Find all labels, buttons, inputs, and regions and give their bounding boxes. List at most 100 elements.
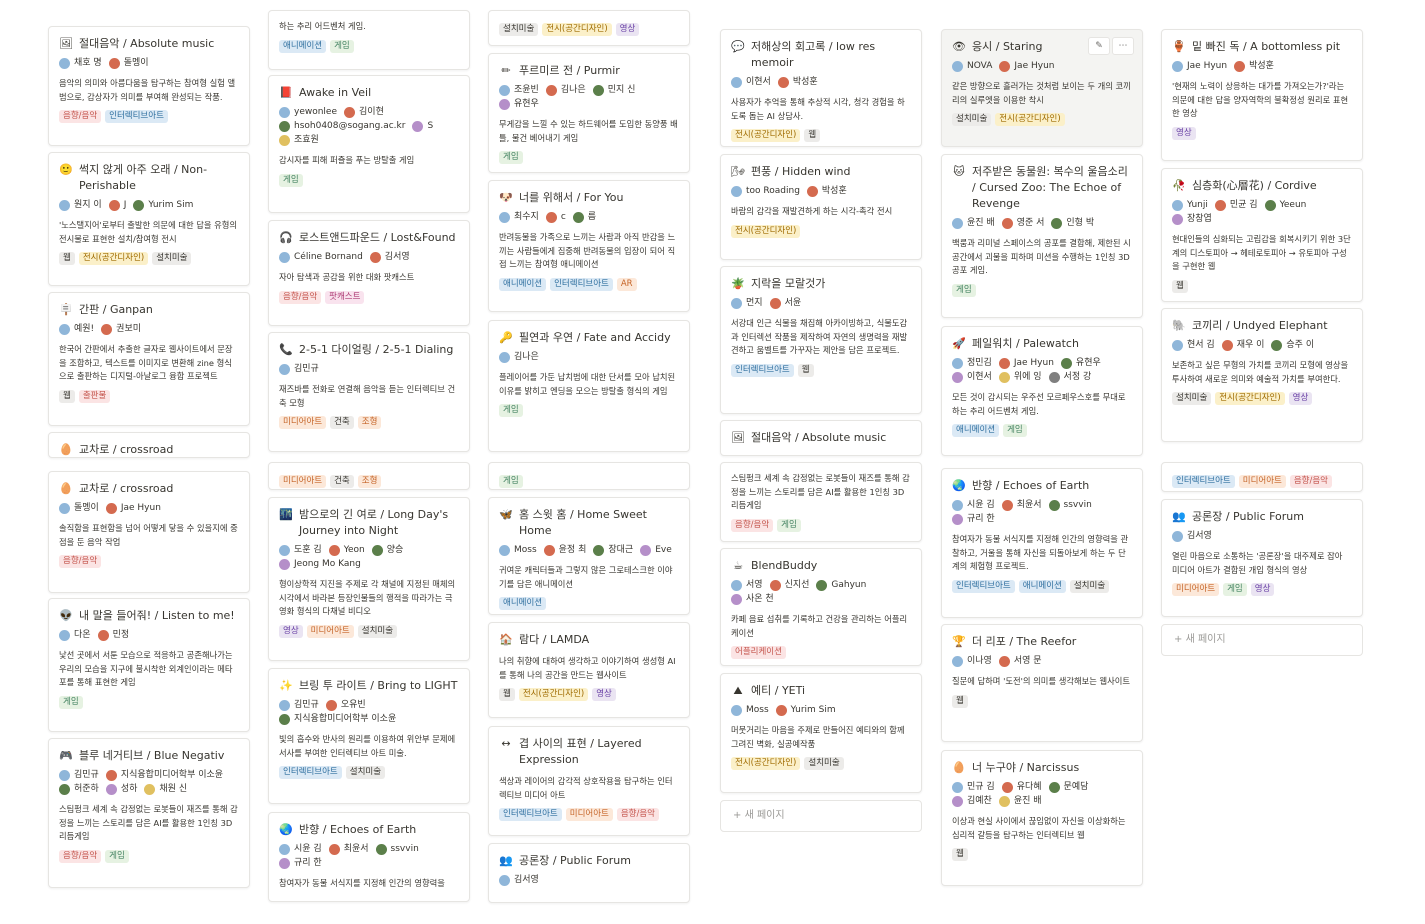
- tag-badge: 인터렉티브아트: [499, 808, 562, 821]
- project-card[interactable]: 🌏 반향 / Echoes of Earth 시윤 김 최윤서 ssvvin 규리 한 참여…: [941, 468, 1143, 618]
- project-card[interactable]: ✎ ⋯ 👁 응시 / Staring NOVA Jae Hyun 같은 방향으로 흘러가…: [941, 29, 1143, 147]
- project-card[interactable]: ☕ BlendBuddy 서영 신지선 Gahyun 사온 천 카페 음료 섭취를 기록하고…: [720, 548, 922, 666]
- project-card[interactable]: 🦋 홈 스윗 홈 / Home Sweet Home Moss 윤정 최 장대근 Eve 귀…: [488, 497, 690, 615]
- more-options-icon[interactable]: ⋯: [1112, 37, 1134, 55]
- project-card[interactable]: 🌃 밤으로의 긴 여로 / Long Day's Journey into Nig…: [268, 497, 470, 661]
- person: 름: [572, 210, 596, 224]
- project-card[interactable]: 🌏 반향 / Echoes of Earth 시윤 김 최윤서 ssvvin 규리 한 참여…: [268, 812, 470, 902]
- project-card[interactable]: 🥚 너 누구야 / Narcissus 민규 김 유다혜 문예담 김예찬 윤진 배 이상과 현…: [941, 750, 1143, 886]
- project-card[interactable]: 🐱 저주받은 동물원: 복수의 울음소리 / Cursed Zoo: The Ec…: [941, 154, 1143, 318]
- project-card[interactable]: ↔ 겹 사이의 표현 / Layered Expression 색상과 레이어의 감…: [488, 726, 690, 836]
- project-card[interactable]: 미디어아트 건축 조형: [268, 462, 470, 490]
- card-description: 질문에 답하며 '도전'의 의미를 생각해보는 웹사이트: [952, 676, 1131, 686]
- project-card[interactable]: 🎧 로스트앤드파운드 / Lost&Found Céline Bornand 김서영 자…: [268, 220, 470, 326]
- project-card[interactable]: 💬 저해상의 회고록 / low res memoir 이현서 박성훈 사용자가 추억을…: [720, 29, 922, 147]
- person-name: Yunji: [1187, 200, 1208, 210]
- person-name: Jae Hyun: [1014, 61, 1055, 71]
- person-name: 먼지: [746, 298, 763, 308]
- avatar: [998, 371, 1010, 383]
- project-card[interactable]: 🌬 편풍 / Hidden wind too Roading 박성훈 바람의 감각을 재…: [720, 154, 922, 260]
- card-description: 서강대 인근 식물을 채집해 아카이빙하고, 식물도감과 인터렉션 작품을 제작…: [731, 318, 908, 355]
- card-title-text: 공론장 / Public Forum: [1192, 510, 1304, 523]
- project-card[interactable]: 🚀 페일워치 / Palewatch 정민김 Jae Hyun 유현우 이현서 위에 잉 서정…: [941, 326, 1143, 456]
- avatar: [769, 297, 781, 309]
- tag-badge: 게임: [499, 151, 523, 164]
- card-people: 원지 이 J Yurim Sim: [59, 198, 239, 212]
- card-title: 🙂 썩지 않게 아주 오래 / Non-Perishable: [59, 162, 239, 194]
- project-card[interactable]: 🙂 썩지 않게 아주 오래 / Non-Perishable 원지 이 J Yurim …: [48, 152, 250, 286]
- project-card[interactable]: 스팀펑크 세계 속 감정없는 로봇들이 재즈를 통해 감정을 느끼는 스토리를 …: [720, 462, 922, 542]
- project-card[interactable]: 👥 공론장 / Public Forum 김서영: [488, 843, 690, 903]
- tag-badge: 조형: [357, 416, 382, 429]
- person-name: 장대근: [608, 545, 634, 555]
- project-card[interactable]: 📞 2-5-1 다이얼링 / 2-5-1 Dialing 김민규 재즈바를 전화로 연…: [268, 332, 470, 452]
- project-card[interactable]: 📕 Awake in Veil yewonlee 김이현 hsoh0408@sogang…: [268, 75, 470, 213]
- project-card[interactable]: ⛰ 예티 / YETi Moss Yurim Sim 머뭇거리는 마음을 주제로 만들어…: [720, 673, 922, 793]
- page-icon: ✏: [501, 64, 511, 77]
- project-card[interactable]: 👽 내 말을 들어줘! / Listen to me! 다온 민정 낯선 곳에서 서툰 …: [48, 598, 250, 732]
- page-icon: 👥: [1172, 510, 1186, 523]
- tag-badge: 설치미술: [499, 23, 539, 36]
- new-page-button[interactable]: + 새 페이지: [1161, 624, 1363, 656]
- project-card[interactable]: 🐶 너를 위해서 / For You 최수지 c 름 반려동물을 가족으로 느끼는 사람과…: [488, 180, 690, 312]
- person-name: 지식융합미디어학부 이소윤: [294, 714, 397, 724]
- person-name: 규리 한: [294, 858, 322, 868]
- avatar: [572, 211, 584, 223]
- project-card[interactable]: 🏠 람다 / LAMDA 나의 취향에 대하여 생각하고 이야기하여 생성형 AI를…: [488, 622, 690, 718]
- person: 예원!: [59, 322, 94, 336]
- project-card[interactable]: 🥚 교차로 / crossroad 돌멩이 Jae Hyun 솔직함을 표현함을 넘어 …: [48, 471, 250, 593]
- avatar: [806, 185, 818, 197]
- person-name: 지식융합미디어학부 이소윤: [120, 770, 224, 780]
- card-title-text: 저주받은 동물원: 복수의 울음소리 / Cursed Zoo: The Ech…: [972, 165, 1128, 210]
- project-card[interactable]: 🖼 절대음악 / Absolute music: [720, 420, 922, 456]
- tag-badge: 전시(공간디자인): [518, 688, 589, 701]
- project-card[interactable]: 🐘 코끼리 / Undyed Elephant 현서 김 재우 이 승주 이 보존하고 싶…: [1161, 308, 1363, 442]
- edit-icon[interactable]: ✎: [1088, 37, 1110, 55]
- project-card[interactable]: 🖼 절대음악 / Absolute music 채호 명 돌멩이 음악의 의미와 아름다…: [48, 26, 250, 146]
- person-name: 현서 김: [1187, 340, 1215, 350]
- card-people: 정민김 Jae Hyun 유현우 이현서 위에 잉 서정 강: [952, 356, 1132, 384]
- project-card[interactable]: 🔑 필연과 우연 / Fate and Accidy 김나은 플레이어를 가둔 납치범…: [488, 320, 690, 452]
- project-card[interactable]: 설치미술 전시(공간디자인) 영상: [488, 10, 690, 46]
- project-card[interactable]: 🥀 심층화(心層花) / Cordive Yunji 민균 김 Yeeun 장창엽 현대인들…: [1161, 168, 1363, 302]
- project-card[interactable]: 🪴 지락을 모랄것가 먼지 서윤 서강대 인근 식물을 채집해 아카이빙하고, 식물도감…: [720, 266, 922, 414]
- tag-badge: 미디어아트: [279, 416, 327, 429]
- project-card[interactable]: 🪧 간판 / Ganpan 예원! 권보미 한국어 간판에서 추출한 글자로 웹사이트에…: [48, 292, 250, 426]
- card-tags: 애니메이션 게임: [952, 424, 1132, 437]
- project-card[interactable]: 🏺 밑 빠진 독 / A bottomless pit Jae Hyun 박성훈 '현재…: [1161, 29, 1363, 161]
- page-icon: ⛰: [733, 684, 743, 697]
- page-icon: 🔑: [499, 331, 513, 344]
- person: 다온: [59, 628, 91, 642]
- person-name: 다온: [74, 630, 91, 640]
- person: 조윤빈: [499, 83, 539, 97]
- person-name: too Roading: [746, 186, 800, 196]
- page-icon: 👽: [59, 609, 73, 622]
- card-tags: 인터렉티브아트 미디어아트 음향/음악: [499, 808, 679, 821]
- avatar: [279, 106, 290, 118]
- project-card[interactable]: 🏆 더 리포 / The Reefor 이나영 서영 문 질문에 답하며 '도전'의 의…: [941, 624, 1143, 742]
- person-name: Gahyun: [831, 580, 867, 590]
- person: 채호 명: [59, 56, 102, 70]
- project-card[interactable]: 🥚 교차로 / crossroad: [48, 432, 250, 458]
- card-title: 🖼 절대음악 / Absolute music: [731, 430, 911, 446]
- project-card[interactable]: 하는 추리 어드벤처 게임. 애니메이션 게임: [268, 10, 470, 70]
- person: 승주 이: [1271, 338, 1314, 352]
- project-card[interactable]: 👥 공론장 / Public Forum 김서영 열린 마음으로 소통하는 '공론장'…: [1161, 499, 1363, 617]
- person-name: NOVA: [967, 61, 993, 71]
- project-card[interactable]: 인터렉티브아트 미디어아트 음향/음악: [1161, 462, 1363, 492]
- card-tags: 미디어아트 건축 조형: [279, 475, 459, 488]
- person-name: 원지 이: [74, 200, 102, 210]
- avatar: [545, 84, 557, 96]
- avatar: [412, 120, 424, 132]
- project-card[interactable]: ✏ 푸르미르 전 / Purmir 조윤빈 김나은 민지 신 유현우 무게감을 느낄 수 있…: [488, 53, 690, 173]
- project-card[interactable]: 🎮 블루 네거티브 / Blue Negativ 김민규 지식융합미디어학부 이소윤 허…: [48, 738, 250, 888]
- project-card[interactable]: ✨ 브링 투 라이트 / Bring to LIGHT 김민규 오유빈 지식융합미디어학…: [268, 668, 470, 804]
- avatar: [59, 323, 70, 335]
- card-description: 스팀펑크 세계 속 감정없는 로봇들이 재즈를 통해 감정을 느끼는 스토리를 …: [731, 473, 910, 510]
- avatar: [1172, 339, 1183, 351]
- tag-badge: 게임: [59, 695, 83, 709]
- project-card[interactable]: 게임: [488, 462, 690, 490]
- person: 오유빈: [325, 698, 366, 712]
- new-page-button[interactable]: + 새 페이지: [720, 800, 922, 832]
- page-icon: 🖼: [59, 37, 73, 50]
